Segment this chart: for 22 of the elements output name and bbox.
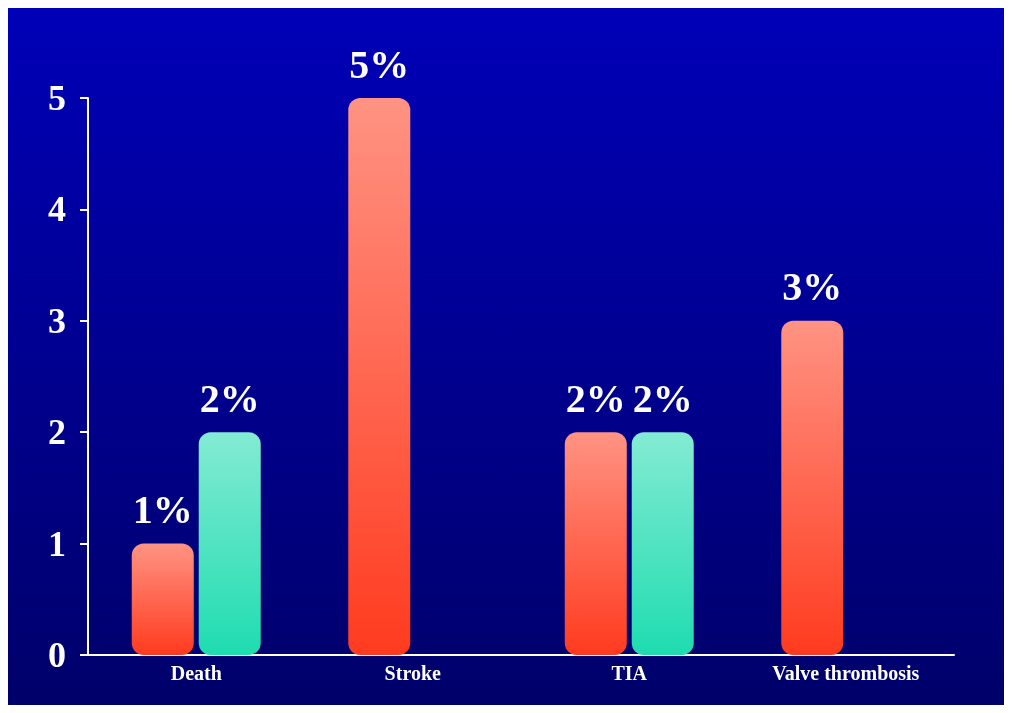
data-label: 5% <box>349 41 410 87</box>
x-tick-label: Stroke <box>384 662 442 684</box>
bar <box>198 432 261 655</box>
bar <box>564 432 627 655</box>
data-label: 1% <box>132 487 193 533</box>
bar <box>781 320 844 655</box>
x-tick-label: TIA <box>611 662 648 684</box>
data-label: 3% <box>782 264 843 310</box>
bar <box>348 98 411 655</box>
y-tick-label: 1 <box>48 523 66 564</box>
bar <box>631 432 694 655</box>
data-label: 2% <box>565 375 626 421</box>
y-tick-label: 5 <box>48 78 66 118</box>
x-tick-label: Death <box>170 662 222 684</box>
y-tick-label: 0 <box>48 635 66 675</box>
y-tick-label: 2 <box>48 412 66 453</box>
y-tick-label: 4 <box>48 189 66 230</box>
x-tick-label: Valve thrombosis <box>772 662 920 684</box>
bar <box>131 543 194 655</box>
data-label: 2% <box>199 375 260 421</box>
data-label: 2% <box>632 375 693 421</box>
y-tick-label: 3 <box>48 300 66 341</box>
